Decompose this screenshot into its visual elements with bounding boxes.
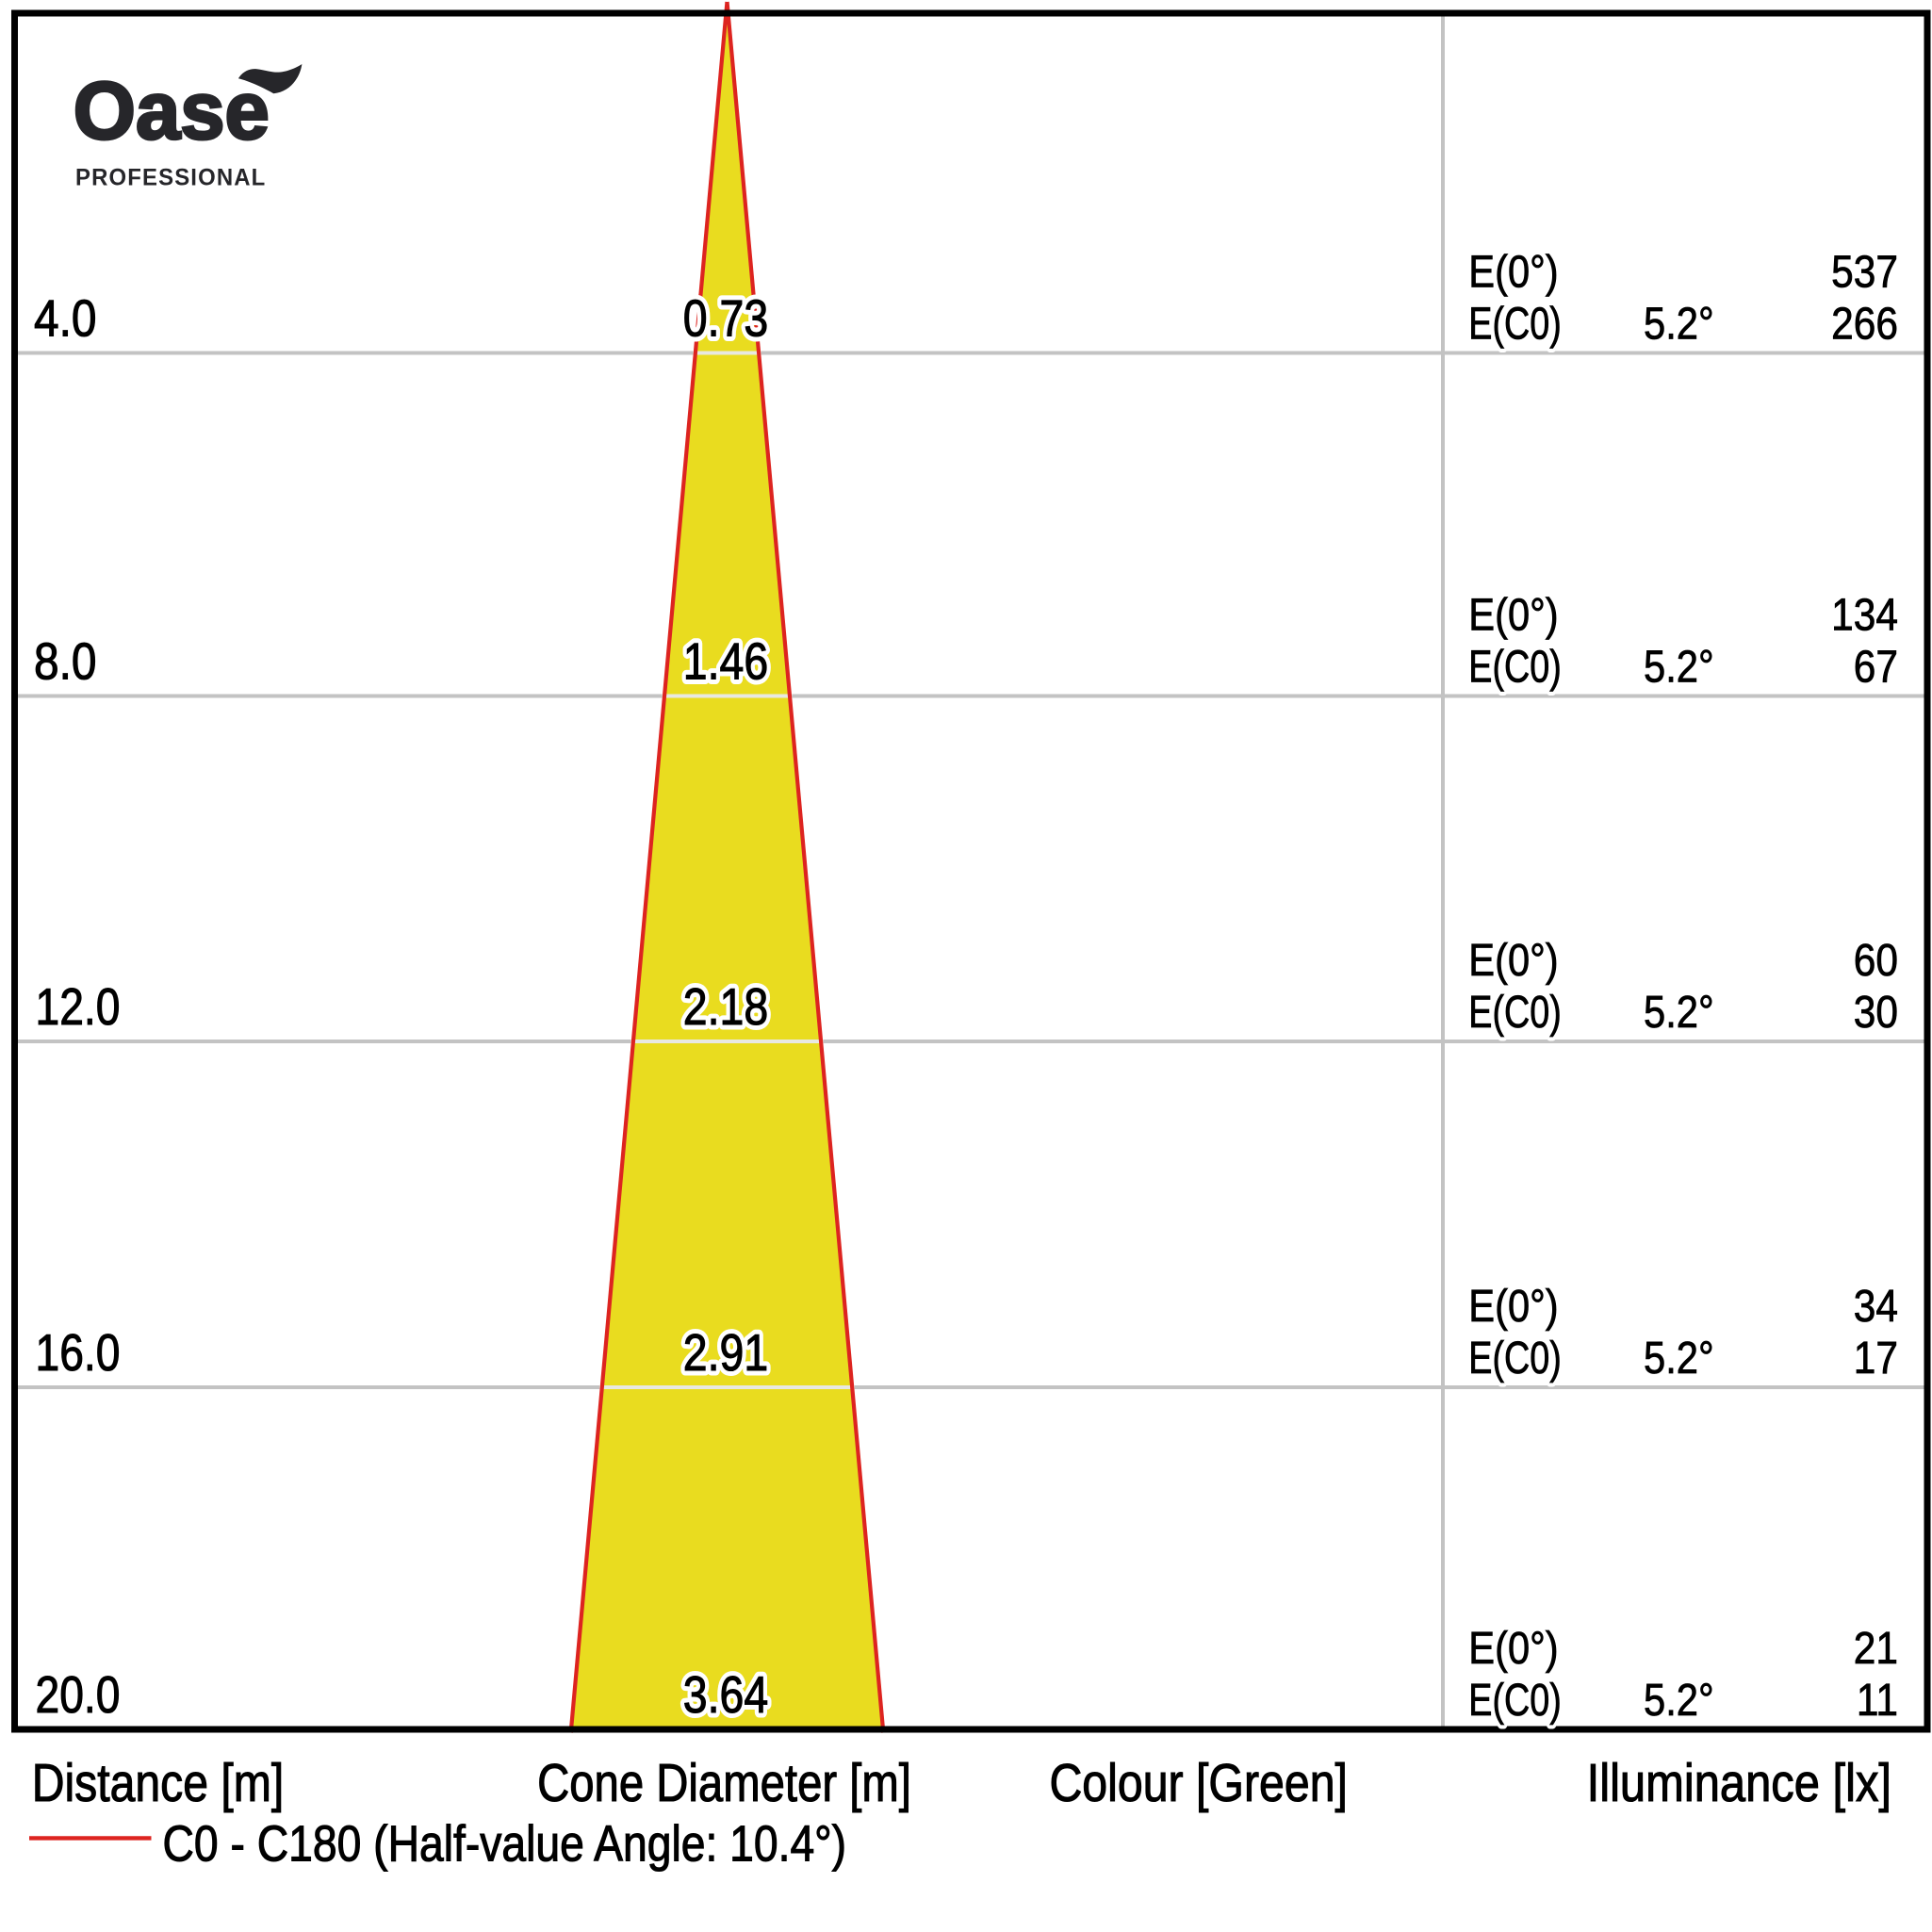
svg-text:60: 60 [1854, 935, 1898, 986]
svg-text:3.64: 3.64 [683, 1665, 768, 1724]
svg-text:537: 537 [1831, 246, 1898, 297]
svg-text:537: 537 [1831, 246, 1898, 297]
svg-text:E(C0): E(C0) [1468, 642, 1561, 692]
svg-text:0.73: 0.73 [683, 289, 768, 348]
svg-text:E(0°): E(0°) [1468, 589, 1558, 640]
svg-text:5.2°: 5.2° [1644, 986, 1714, 1037]
svg-text:PROFESSIONAL: PROFESSIONAL [75, 165, 266, 191]
svg-text:12.0: 12.0 [36, 977, 121, 1036]
svg-text:17: 17 [1854, 1333, 1898, 1384]
svg-text:E(0°): E(0°) [1468, 1280, 1558, 1331]
svg-text:20.0: 20.0 [36, 1665, 121, 1724]
svg-text:21: 21 [1854, 1623, 1898, 1674]
svg-text:E(C0): E(C0) [1468, 642, 1561, 692]
svg-text:60: 60 [1854, 935, 1898, 986]
svg-text:E(C0): E(C0) [1468, 1334, 1561, 1384]
svg-text:30: 30 [1854, 987, 1898, 1038]
svg-text:E(0°): E(0°) [1468, 934, 1558, 985]
svg-text:4.0: 4.0 [34, 288, 96, 347]
svg-text:Cone Diameter [m]: Cone Diameter [m] [537, 1754, 911, 1813]
svg-text:5.2°: 5.2° [1644, 298, 1714, 349]
svg-text:21: 21 [1854, 1623, 1898, 1674]
svg-text:20.0: 20.0 [36, 1665, 121, 1724]
svg-text:E(C0): E(C0) [1468, 988, 1561, 1038]
svg-text:11: 11 [1857, 1675, 1898, 1726]
svg-text:E(0°): E(0°) [1468, 1280, 1558, 1331]
svg-text:67: 67 [1854, 641, 1898, 692]
svg-text:67: 67 [1854, 641, 1898, 692]
svg-text:C0 - C180 (Half-value Angle: 1: C0 - C180 (Half-value Angle: 10.4°) [163, 1814, 847, 1872]
svg-text:30: 30 [1854, 987, 1898, 1038]
svg-text:E(0°): E(0°) [1468, 246, 1558, 297]
svg-text:5.2°: 5.2° [1644, 1332, 1714, 1383]
svg-text:5.2°: 5.2° [1644, 641, 1714, 692]
svg-text:Illuminance [lx]: Illuminance [lx] [1587, 1754, 1891, 1813]
svg-text:5.2°: 5.2° [1644, 1332, 1714, 1383]
svg-text:2.91: 2.91 [683, 1323, 768, 1382]
svg-text:E(C0): E(C0) [1468, 299, 1561, 349]
svg-text:1.46: 1.46 [683, 632, 768, 691]
svg-text:8.0: 8.0 [34, 631, 96, 690]
svg-text:5.2°: 5.2° [1644, 986, 1714, 1037]
svg-text:16.0: 16.0 [36, 1323, 121, 1382]
svg-text:5.2°: 5.2° [1644, 1674, 1714, 1725]
svg-text:266: 266 [1831, 298, 1898, 349]
svg-text:134: 134 [1831, 589, 1898, 640]
svg-text:34: 34 [1854, 1281, 1898, 1332]
svg-text:E(0°): E(0°) [1468, 246, 1558, 297]
svg-text:E(0°): E(0°) [1468, 934, 1558, 985]
svg-text:11: 11 [1857, 1675, 1898, 1726]
svg-text:12.0: 12.0 [36, 977, 121, 1036]
svg-text:16.0: 16.0 [36, 1323, 121, 1382]
svg-text:E(0°): E(0°) [1468, 1622, 1558, 1673]
svg-text:34: 34 [1854, 1281, 1898, 1332]
svg-text:1.46: 1.46 [683, 632, 768, 691]
svg-text:2.18: 2.18 [683, 977, 768, 1036]
svg-text:E(C0): E(C0) [1468, 1334, 1561, 1384]
svg-text:134: 134 [1831, 589, 1898, 640]
svg-text:4.0: 4.0 [34, 288, 96, 347]
svg-text:3.64: 3.64 [683, 1665, 768, 1724]
svg-text:5.2°: 5.2° [1644, 298, 1714, 349]
svg-text:2.18: 2.18 [683, 977, 768, 1036]
svg-text:8.0: 8.0 [34, 631, 96, 690]
svg-text:E(C0): E(C0) [1468, 299, 1561, 349]
svg-text:E(C0): E(C0) [1468, 1676, 1561, 1726]
svg-text:Colour [Green]: Colour [Green] [1049, 1753, 1348, 1813]
svg-text:2.91: 2.91 [683, 1323, 768, 1382]
svg-text:E(C0): E(C0) [1468, 988, 1561, 1038]
svg-text:17: 17 [1854, 1333, 1898, 1384]
svg-text:E(0°): E(0°) [1468, 589, 1558, 640]
svg-text:Oase: Oase [74, 67, 270, 157]
svg-text:Distance [m]: Distance [m] [32, 1753, 285, 1813]
svg-text:5.2°: 5.2° [1644, 1674, 1714, 1725]
svg-text:E(C0): E(C0) [1468, 1676, 1561, 1726]
svg-text:E(0°): E(0°) [1468, 1622, 1558, 1673]
svg-text:5.2°: 5.2° [1644, 641, 1714, 692]
svg-text:0.73: 0.73 [683, 289, 768, 348]
svg-text:266: 266 [1831, 298, 1898, 349]
